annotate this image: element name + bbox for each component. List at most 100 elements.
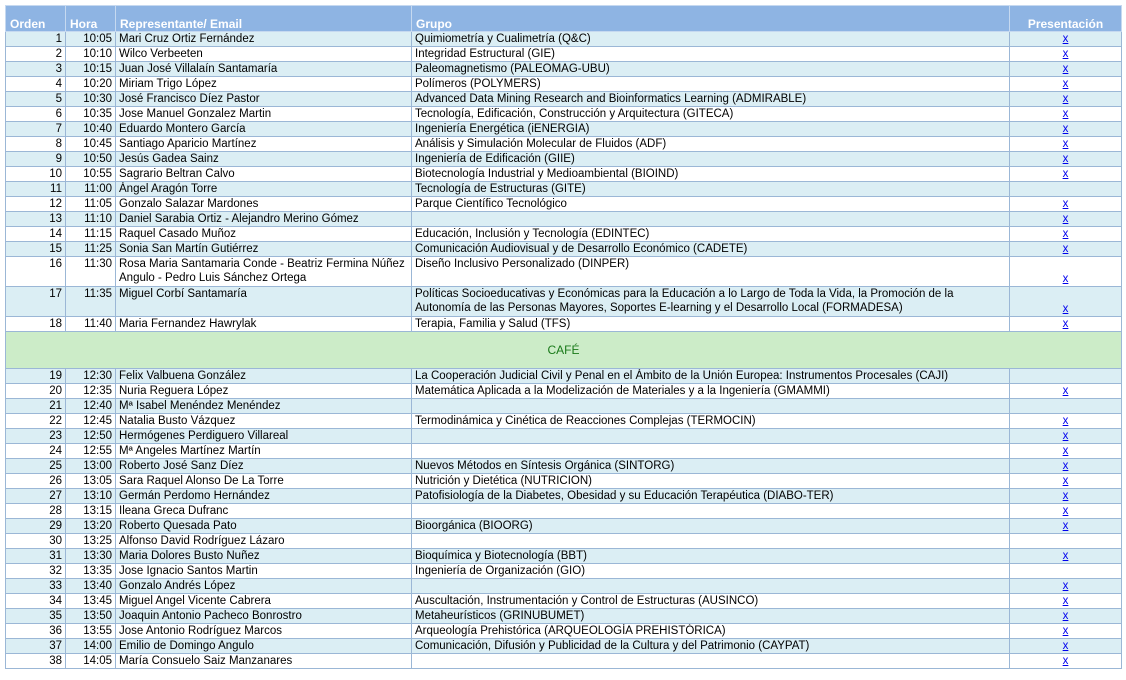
cell-orden: 30 bbox=[5, 533, 66, 549]
cell-grupo: La Cooperación Judicial Civil y Penal en… bbox=[411, 368, 1010, 384]
presentation-link[interactable]: x bbox=[1062, 475, 1069, 487]
cell-hora: 13:30 bbox=[65, 548, 116, 564]
cell-orden: 7 bbox=[5, 121, 66, 137]
cell-orden: 20 bbox=[5, 383, 66, 399]
cell-representante: Gonzalo Salazar Mardones bbox=[115, 196, 412, 212]
presentation-link[interactable]: x bbox=[1062, 640, 1069, 652]
presentation-link[interactable]: x bbox=[1062, 385, 1069, 397]
cell-grupo: Análisis y Simulación Molecular de Fluid… bbox=[411, 136, 1010, 152]
presentation-link[interactable]: x bbox=[1062, 318, 1069, 330]
cell-hora: 12:35 bbox=[65, 383, 116, 399]
presentation-link[interactable]: x bbox=[1062, 625, 1069, 637]
presentation-link[interactable]: x bbox=[1062, 550, 1069, 562]
presentation-link[interactable]: x bbox=[1062, 198, 1069, 210]
table-row: 34 13:45 Miguel Angel Vicente Cabrera Auscu… bbox=[5, 593, 1122, 609]
presentation-link[interactable]: x bbox=[1062, 580, 1069, 592]
cell-hora: 10:50 bbox=[65, 151, 116, 167]
table-row: 22 12:45 Natalia Busto Vázquez Termodinámic… bbox=[5, 413, 1122, 429]
presentation-link[interactable]: x bbox=[1062, 460, 1069, 472]
cell-orden: 34 bbox=[5, 593, 66, 609]
cell-grupo: Tecnología, Edificación, Construcción y … bbox=[411, 106, 1010, 122]
presentation-link[interactable]: x bbox=[1062, 655, 1069, 667]
cell-orden: 23 bbox=[5, 428, 66, 444]
presentation-link[interactable]: x bbox=[1062, 505, 1069, 517]
presentation-link[interactable]: x bbox=[1062, 33, 1069, 45]
presentation-link[interactable]: x bbox=[1062, 415, 1069, 427]
cell-representante: Mª Isabel Menéndez Menéndez bbox=[115, 398, 412, 414]
cell-hora: 13:00 bbox=[65, 458, 116, 474]
presentation-link[interactable]: x bbox=[1062, 48, 1069, 60]
cell-presentacion bbox=[1009, 181, 1122, 197]
cell-hora: 13:55 bbox=[65, 623, 116, 639]
table-row: 33 13:40 Gonzalo Andrés López x bbox=[5, 578, 1122, 594]
cell-grupo: Auscultación, Instrumentación y Control … bbox=[411, 593, 1010, 609]
cell-orden: 1 bbox=[5, 31, 66, 47]
cell-grupo: Bioorgánica (BIOORG) bbox=[411, 518, 1010, 534]
cell-presentacion: x bbox=[1009, 503, 1122, 519]
cell-hora: 13:35 bbox=[65, 563, 116, 579]
cell-representante: Nuria Reguera López bbox=[115, 383, 412, 399]
cell-hora: 13:25 bbox=[65, 533, 116, 549]
cell-presentacion: x bbox=[1009, 196, 1122, 212]
cell-grupo: Terapia, Familia y Salud (TFS) bbox=[411, 316, 1010, 332]
presentation-link[interactable]: x bbox=[1062, 445, 1069, 457]
cell-orden: 12 bbox=[5, 196, 66, 212]
presentation-link[interactable]: x bbox=[1062, 93, 1069, 105]
table-row: 6 10:35 Jose Manuel Gonzalez Martin Tecnolo… bbox=[5, 106, 1122, 122]
table-row: 16 11:30 Rosa Maria Santamaria Conde - Bea… bbox=[5, 256, 1122, 287]
presentation-link[interactable]: x bbox=[1062, 108, 1069, 120]
cell-representante: Miriam Trigo López bbox=[115, 76, 412, 92]
cell-representante: Eduardo Montero García bbox=[115, 121, 412, 137]
presentation-link[interactable]: x bbox=[1062, 520, 1069, 532]
table-row: 27 13:10 Germán Perdomo Hernández Patofisio… bbox=[5, 488, 1122, 504]
cell-grupo bbox=[411, 578, 1010, 594]
cell-orden: 6 bbox=[5, 106, 66, 122]
presentation-link[interactable]: x bbox=[1062, 78, 1069, 90]
cell-hora: 12:45 bbox=[65, 413, 116, 429]
cell-representante: Joaquin Antonio Pacheco Bonrostro bbox=[115, 608, 412, 624]
presentation-link[interactable]: x bbox=[1062, 490, 1069, 502]
cell-hora: 13:05 bbox=[65, 473, 116, 489]
presentation-link[interactable]: x bbox=[1062, 273, 1069, 285]
cell-representante: Emilio de Domingo Angulo bbox=[115, 638, 412, 654]
cell-representante: Rosa Maria Santamaria Conde - Beatriz Fe… bbox=[115, 256, 412, 287]
presentation-link[interactable]: x bbox=[1062, 168, 1069, 180]
cell-orden: 9 bbox=[5, 151, 66, 167]
presentation-link[interactable]: x bbox=[1062, 595, 1069, 607]
presentation-link[interactable]: x bbox=[1062, 430, 1069, 442]
cell-hora: 11:40 bbox=[65, 316, 116, 332]
cell-hora: 13:50 bbox=[65, 608, 116, 624]
cell-orden: 38 bbox=[5, 653, 66, 669]
cell-grupo: Arqueología Prehistórica (ARQUEOLOGÍA PR… bbox=[411, 623, 1010, 639]
cell-grupo: Polímeros (POLYMERS) bbox=[411, 76, 1010, 92]
cell-hora: 10:35 bbox=[65, 106, 116, 122]
presentation-link[interactable]: x bbox=[1062, 138, 1069, 150]
presentation-link[interactable]: x bbox=[1062, 153, 1069, 165]
cell-grupo: Integridad Estructural (GIE) bbox=[411, 46, 1010, 62]
presentation-link[interactable]: x bbox=[1062, 303, 1069, 315]
presentation-link[interactable]: x bbox=[1062, 243, 1069, 255]
presentation-link[interactable]: x bbox=[1062, 123, 1069, 135]
cell-grupo: Advanced Data Mining Research and Bioinf… bbox=[411, 91, 1010, 107]
cell-hora: 11:05 bbox=[65, 196, 116, 212]
presentation-link[interactable]: x bbox=[1062, 610, 1069, 622]
presentation-link[interactable]: x bbox=[1062, 228, 1069, 240]
cell-presentacion: x bbox=[1009, 578, 1122, 594]
cell-orden: 14 bbox=[5, 226, 66, 242]
cell-representante: Jose Ignacio Santos Martin bbox=[115, 563, 412, 579]
cell-hora: 10:55 bbox=[65, 166, 116, 182]
cell-representante: Ileana Greca Dufranc bbox=[115, 503, 412, 519]
header-row: Orden Hora Representante/ Email Grupo Pr… bbox=[5, 5, 1122, 32]
cell-presentacion bbox=[1009, 368, 1122, 384]
cell-representante: Wilco Verbeeten bbox=[115, 46, 412, 62]
cell-hora: 12:30 bbox=[65, 368, 116, 384]
cell-hora: 11:00 bbox=[65, 181, 116, 197]
cell-presentacion: x bbox=[1009, 46, 1122, 62]
table-row: 2 10:10 Wilco Verbeeten Integridad Estructu… bbox=[5, 46, 1122, 62]
presentation-link[interactable]: x bbox=[1062, 213, 1069, 225]
cell-presentacion: x bbox=[1009, 428, 1122, 444]
cell-orden: 25 bbox=[5, 458, 66, 474]
cell-representante: Daniel Sarabia Ortiz - Alejandro Merino … bbox=[115, 211, 412, 227]
presentation-link[interactable]: x bbox=[1062, 63, 1069, 75]
table-row: 8 10:45 Santiago Aparicio Martínez Análisis… bbox=[5, 136, 1122, 152]
